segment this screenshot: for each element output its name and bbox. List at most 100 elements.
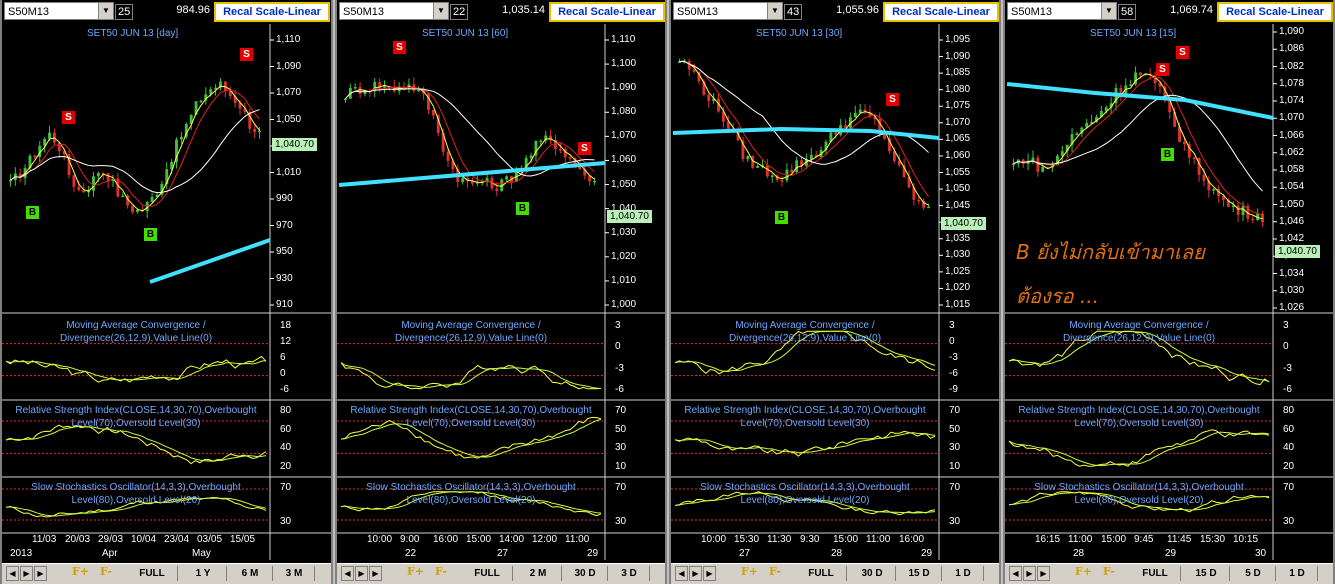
sell-signal: S xyxy=(1176,46,1189,59)
range-button-2m[interactable]: 2 M xyxy=(515,566,562,581)
range-button-full[interactable]: FULL xyxy=(127,566,178,581)
scroll-left-button[interactable]: ◀ xyxy=(1009,566,1022,581)
period-label: 29 xyxy=(1165,548,1177,559)
range-button-3m[interactable]: 3 M xyxy=(274,566,315,581)
candle-body xyxy=(1109,103,1113,108)
candle-body xyxy=(1075,133,1079,135)
scroll-end-button[interactable]: ▶ xyxy=(369,566,382,581)
zoom-out-button[interactable]: F- xyxy=(100,565,112,578)
zoom-out-button[interactable]: F- xyxy=(769,565,781,578)
range-button-3d[interactable]: 3 D xyxy=(609,566,650,581)
scroll-end-button[interactable]: ▶ xyxy=(34,566,47,581)
price-tick: 1,000 xyxy=(611,299,637,310)
macd-tick: 12 xyxy=(280,336,292,347)
scroll-end-button[interactable]: ▶ xyxy=(703,566,716,581)
recal-scale-button[interactable]: Recal Scale-Linear xyxy=(883,2,999,22)
candle-body xyxy=(868,112,872,117)
symbol-select[interactable]: S50M13 ▼ xyxy=(1007,2,1117,20)
candle-body xyxy=(505,176,509,180)
ma200-line xyxy=(1006,82,1274,120)
candle-body xyxy=(1207,180,1211,191)
symbol-select[interactable]: S50M13 ▼ xyxy=(339,2,449,20)
zoom-in-button[interactable]: F+ xyxy=(407,565,425,578)
candle-body xyxy=(892,151,896,161)
ma200-line xyxy=(672,126,940,140)
range-button-1y[interactable]: 1 Y xyxy=(180,566,227,581)
range-button-1d[interactable]: 1 D xyxy=(1277,566,1318,581)
macd-line xyxy=(1008,331,1270,382)
candle-body xyxy=(853,112,857,118)
scroll-end-button[interactable]: ▶ xyxy=(1037,566,1050,581)
candle-body xyxy=(1060,151,1064,156)
candle-body xyxy=(588,175,592,182)
range-button-15d[interactable]: 15 D xyxy=(897,566,942,581)
price-tick: 1,050 xyxy=(945,183,971,195)
range-button-30d[interactable]: 30 D xyxy=(849,566,896,581)
rsi-tick: 30 xyxy=(949,442,961,454)
macd-line xyxy=(674,330,936,373)
stoch-label: Slow Stochastics Oscillator(14,3,3),Over… xyxy=(31,482,241,506)
rsi-tick: 10 xyxy=(615,461,627,472)
candle-body xyxy=(1178,126,1181,142)
range-button-full[interactable]: FULL xyxy=(1130,566,1181,581)
time-label: 23/04 xyxy=(164,534,190,545)
range-button-15d[interactable]: 15 D xyxy=(1183,566,1230,581)
candle-body xyxy=(353,87,357,89)
price-tick: 1,030 xyxy=(945,249,971,261)
range-button-30d[interactable]: 30 D xyxy=(563,566,608,581)
scroll-right-button[interactable]: ▶ xyxy=(20,566,33,581)
chevron-down-icon[interactable]: ▼ xyxy=(433,3,448,19)
time-label: 14:00 xyxy=(499,534,525,545)
zoom-in-button[interactable]: F+ xyxy=(1075,565,1093,578)
range-button-6m[interactable]: 6 M xyxy=(228,566,273,581)
macd-tick: 3 xyxy=(1283,320,1289,331)
period-label: 28 xyxy=(1073,548,1085,559)
zoom-in-button[interactable]: F+ xyxy=(741,565,759,578)
candle-body xyxy=(1226,199,1230,207)
chevron-down-icon[interactable]: ▼ xyxy=(1101,3,1116,19)
moving-average-line xyxy=(10,89,260,207)
chevron-down-icon[interactable]: ▼ xyxy=(767,3,782,19)
time-label: 15:00 xyxy=(833,534,859,545)
rsi-label: Relative Strength Index(CLOSE,14,30,70),… xyxy=(684,405,926,429)
range-button-5d[interactable]: 5 D xyxy=(1231,566,1276,581)
candle-body xyxy=(888,138,891,152)
scroll-right-button[interactable]: ▶ xyxy=(355,566,368,581)
rsi-tick: 80 xyxy=(280,405,292,416)
symbol-select[interactable]: S50M13 ▼ xyxy=(4,2,114,20)
candle-body xyxy=(1080,127,1084,134)
symbol-select[interactable]: S50M13 ▼ xyxy=(673,2,783,20)
range-button-full[interactable]: FULL xyxy=(796,566,847,581)
zoom-in-button[interactable]: F+ xyxy=(72,565,90,578)
period-label: 27 xyxy=(739,548,751,559)
macd-line xyxy=(5,360,267,381)
chevron-down-icon[interactable]: ▼ xyxy=(98,3,113,19)
last-price-badge: 1,040.70 xyxy=(272,138,317,151)
scroll-left-button[interactable]: ◀ xyxy=(6,566,19,581)
range-button-1d[interactable]: 1 D xyxy=(943,566,984,581)
scroll-left-button[interactable]: ◀ xyxy=(675,566,688,581)
buy-signal: B xyxy=(1161,148,1174,161)
buy-signal: B xyxy=(144,228,157,241)
range-button-full[interactable]: FULL xyxy=(462,566,513,581)
scroll-left-button[interactable]: ◀ xyxy=(341,566,354,581)
candle-body xyxy=(121,195,125,198)
recal-scale-button[interactable]: Recal Scale-Linear xyxy=(214,2,330,22)
rsi-line xyxy=(5,426,267,462)
sell-signal: S xyxy=(886,93,899,106)
macd-tick: -9 xyxy=(949,384,958,395)
scroll-right-button[interactable]: ▶ xyxy=(1023,566,1036,581)
candle-body xyxy=(446,151,450,161)
scroll-right-button[interactable]: ▶ xyxy=(689,566,702,581)
time-label: 11:00 xyxy=(565,534,590,545)
rsi-line xyxy=(1008,431,1270,467)
candle-body xyxy=(549,135,553,140)
recal-scale-button[interactable]: Recal Scale-Linear xyxy=(549,2,665,22)
bar-count: 22 xyxy=(450,4,469,20)
zoom-out-button[interactable]: F- xyxy=(1103,565,1115,578)
candle-body xyxy=(82,190,86,193)
recal-scale-button[interactable]: Recal Scale-Linear xyxy=(1217,2,1333,22)
zoom-out-button[interactable]: F- xyxy=(435,565,447,578)
candle-body xyxy=(741,140,745,160)
